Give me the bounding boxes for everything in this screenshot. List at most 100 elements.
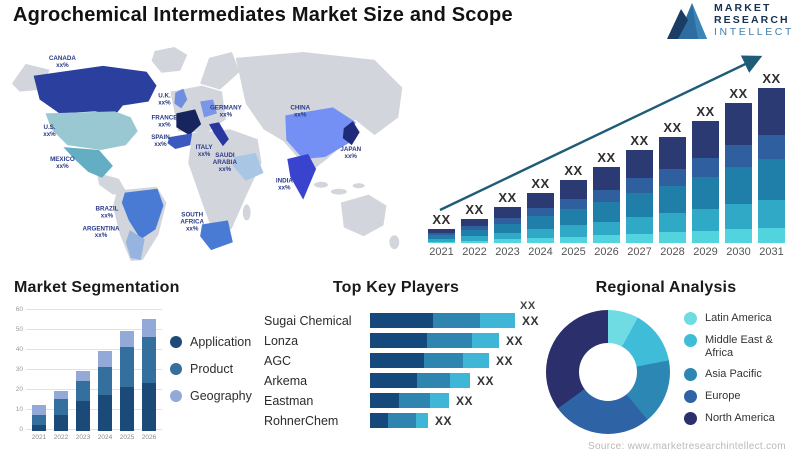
player-name: Lonza <box>264 333 299 348</box>
x-axis-tick-label: 2027 <box>627 246 652 258</box>
country-india <box>287 154 317 200</box>
logo-line-market: MARKET <box>714 2 772 14</box>
bar-segment <box>593 167 620 190</box>
bar-segment <box>494 232 521 240</box>
legend-item: Product <box>170 362 252 376</box>
legend-label: Application <box>190 335 252 349</box>
regional-title: Regional Analysis <box>595 279 737 296</box>
legend-item: Geography <box>170 389 252 403</box>
stacked-bar <box>725 103 752 244</box>
segmentation-grid: 0 10 20 30 40 50 60 <box>8 279 252 449</box>
country-argentina <box>125 230 145 261</box>
map-label-saudi-arabia: SAUDI ARABIA xx% <box>213 152 238 173</box>
country-france <box>176 109 202 136</box>
stacked-bar <box>370 313 515 328</box>
market-size-bars: XX 2021 XX 2022 XX 2023 XX 2024 XX 2025 XX 2026 XX 20… <box>428 40 796 258</box>
bar-segment <box>472 333 499 348</box>
y-axis-tick-label: 60 <box>15 306 23 313</box>
gridline <box>26 309 162 310</box>
gridline <box>26 369 162 370</box>
bar-segment <box>142 319 156 337</box>
player-name: RohnerChem <box>264 413 339 428</box>
bar-value-label: XX <box>729 86 748 101</box>
country-germany <box>200 99 217 118</box>
donut-hole <box>579 343 637 401</box>
legend-label: Latin America <box>705 312 772 324</box>
legend-label: Geography <box>190 389 252 403</box>
stacked-bar <box>626 150 653 243</box>
x-axis-tick-label: 2022 <box>53 434 69 441</box>
bar-segment <box>560 180 587 199</box>
bar-segment <box>527 193 554 208</box>
bar-value-label: XX <box>696 104 715 119</box>
bar-value-label: XX <box>432 212 451 227</box>
x-axis-tick-label: 2022 <box>462 246 487 258</box>
bar-value-label: XX <box>496 353 514 368</box>
bar-segment <box>370 333 427 348</box>
stacked-bar <box>370 333 499 348</box>
bar-value-label: XX <box>762 71 781 86</box>
bar-segment <box>98 351 112 367</box>
map-label-china: CHINA xx% <box>290 104 310 118</box>
x-axis-tick-label: 2024 <box>528 246 553 258</box>
island-madagascar <box>242 204 251 221</box>
country-saudi-arabia <box>232 153 264 181</box>
bar-segment <box>626 233 653 243</box>
bar-segment <box>659 168 686 186</box>
player-row: RohnerChem XX <box>248 413 544 428</box>
x-axis-tick-label: 2021 <box>429 246 454 258</box>
bar-segment <box>370 393 399 408</box>
bar-segment <box>54 391 68 399</box>
country-brazil <box>121 188 164 240</box>
player-name: Eastman <box>264 393 314 408</box>
bar-segment <box>725 103 752 145</box>
market-size-bar-column: XX 2026 <box>593 150 620 258</box>
bar-segment <box>430 393 449 408</box>
bar-segment <box>370 373 417 388</box>
bar-segment <box>692 230 719 243</box>
y-axis-tick-label: 50 <box>15 326 23 333</box>
bar-segment <box>527 216 554 229</box>
x-axis-tick-label: 2031 <box>759 246 784 258</box>
stacked-bar <box>758 88 785 243</box>
stacked-bar <box>98 351 112 431</box>
bar-segment <box>424 353 463 368</box>
legend-item: Europe <box>684 390 797 403</box>
continent-greenland <box>151 46 188 73</box>
stacked-bar <box>560 180 587 243</box>
stacked-bar <box>370 413 428 428</box>
stacked-bar <box>370 393 449 408</box>
bar-value-label: XX <box>597 150 616 165</box>
bar-segment <box>758 134 785 160</box>
player-row: AGC XX <box>248 353 544 368</box>
segmentation-bar-column: 2023 <box>72 371 94 443</box>
stacked-bar <box>54 391 68 431</box>
market-size-bar-column: XX 2025 <box>560 163 587 258</box>
legend-label: Asia Pacific <box>705 368 762 380</box>
stacked-bar <box>32 405 46 431</box>
country-china <box>285 107 356 159</box>
segmentation-legend: Application Product Geography <box>170 335 252 403</box>
bar-value-label: XX <box>630 133 649 148</box>
stacked-bar <box>692 121 719 243</box>
bar-segment <box>32 405 46 415</box>
x-axis-tick-label: 2028 <box>660 246 685 258</box>
market-size-bar-column: XX 2024 <box>527 176 554 258</box>
gridline <box>26 409 162 410</box>
map-country-labels: CANADA xx% U.S. xx% MEXICO xx% BRAZIL xx% ARGENT… <box>43 55 361 239</box>
country-spain <box>167 133 193 150</box>
x-axis-tick-label: 2030 <box>726 246 751 258</box>
bar-segment <box>659 213 686 233</box>
bar-segment <box>461 240 488 243</box>
y-axis-tick-label: 20 <box>15 386 23 393</box>
legend-color-dot <box>170 363 182 375</box>
y-axis-tick-label: 30 <box>15 366 23 373</box>
country-japan <box>342 121 360 146</box>
bar-segment <box>399 393 430 408</box>
legend-color-dot <box>170 336 182 348</box>
bar-segment <box>461 226 488 231</box>
map-label-spain: SPAIN xx% <box>151 134 170 148</box>
bar-segment <box>560 208 587 226</box>
bar-segment <box>626 216 653 234</box>
bar-segment <box>76 371 90 381</box>
